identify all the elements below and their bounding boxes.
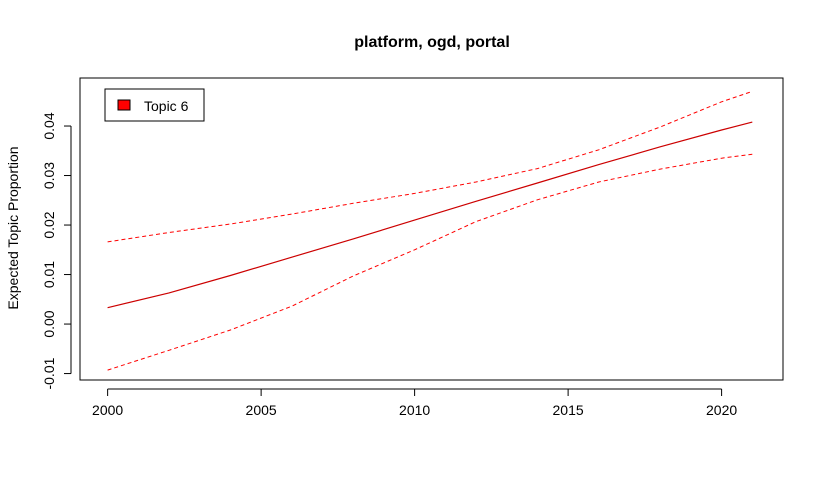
plot-frame [79,77,784,381]
series-layer [107,90,753,371]
y-axis-label: Expected Topic Proportion [5,146,21,309]
y-tick-label: 0.04 [41,112,57,139]
x-tick-label: 2000 [92,402,123,418]
legend: Topic 6 [104,88,205,122]
y-axis: -0.01 0.00 0.01 0.02 0.03 0.04 [41,112,72,390]
legend-box [104,88,205,122]
y-tick-label: 0.03 [41,162,57,189]
x-tick-label: 2015 [553,402,584,418]
legend-label: Topic 6 [144,98,189,114]
y-tick-label: 0.01 [41,261,57,288]
y-tick-label: 0.02 [41,211,57,238]
upper-bound-line [107,90,753,243]
estimate-line [107,121,753,309]
legend-swatch [117,99,131,111]
x-tick-label: 2005 [246,402,277,418]
x-tick-label: 2020 [706,402,737,418]
lower-bound-line [107,153,753,371]
x-tick-label: 2010 [399,402,430,418]
y-tick-label: -0.01 [41,357,57,389]
x-axis: 2000 2005 2010 2015 2020 [92,388,737,418]
y-tick-label: 0.00 [41,310,57,337]
chart-title: platform, ogd, portal [354,34,510,51]
